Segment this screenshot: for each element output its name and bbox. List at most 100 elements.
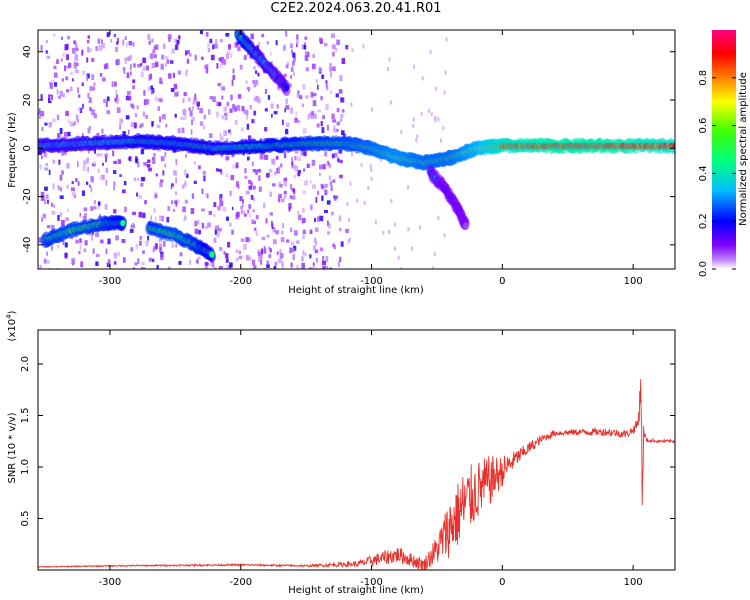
noise-cell: [240, 238, 245, 242]
noise-cell: [324, 152, 328, 157]
noise-cell: [67, 118, 70, 123]
noise-cell: [41, 127, 44, 131]
noise-cell: [349, 181, 352, 186]
noise-cell: [253, 66, 256, 70]
noise-cell: [443, 233, 446, 238]
noise-cell: [291, 165, 296, 169]
noise-cell: [294, 117, 298, 123]
noise-cell: [57, 133, 61, 138]
noise-cell: [330, 90, 332, 94]
noise-cell: [340, 241, 344, 247]
noise-cell: [219, 196, 223, 201]
noise-cell: [216, 168, 219, 172]
noise-cell: [143, 90, 146, 96]
noise-cell: [180, 116, 184, 120]
noise-cell: [248, 256, 252, 261]
x-tick-label: -200: [229, 577, 252, 588]
noise-cell: [59, 128, 63, 134]
noise-cell: [314, 217, 317, 223]
noise-cell: [139, 236, 143, 240]
noise-cell: [239, 64, 243, 70]
noise-cell: [115, 89, 118, 96]
noise-cell: [82, 103, 84, 109]
x-tick-label: -100: [360, 577, 383, 588]
noise-cell: [91, 74, 95, 80]
noise-cell: [281, 230, 284, 235]
noise-cell: [291, 157, 293, 162]
x-tick-label: 100: [624, 577, 643, 588]
noise-cell: [132, 79, 136, 83]
noise-cell: [49, 95, 52, 101]
noise-cell: [225, 33, 230, 37]
noise-cell: [53, 33, 56, 37]
noise-cell: [154, 243, 158, 250]
noise-cell: [254, 227, 257, 231]
noise-cell: [302, 103, 304, 107]
noise-cell: [341, 130, 345, 136]
noise-cell: [93, 82, 96, 86]
noise-cell: [223, 251, 226, 255]
noise-cell: [319, 37, 323, 43]
noise-cell: [309, 254, 312, 259]
noise-cell: [45, 194, 49, 199]
noise-cell: [191, 119, 193, 125]
noise-cell: [234, 120, 238, 125]
noise-cell: [170, 184, 173, 190]
noise-cell: [270, 103, 274, 109]
noise-cell: [288, 206, 291, 212]
noise-cell: [235, 211, 240, 217]
noise-cell: [410, 246, 413, 251]
noise-cell: [249, 105, 253, 110]
noise-cell: [325, 256, 329, 262]
noise-cell: [200, 108, 204, 114]
noise-cell: [64, 132, 68, 137]
noise-cell: [92, 230, 94, 235]
noise-cell: [243, 209, 246, 216]
noise-cell: [38, 113, 42, 119]
heatmap-feature-main-trace: [38, 132, 675, 171]
noise-cell: [222, 59, 227, 65]
noise-cell: [43, 258, 47, 264]
noise-cell: [241, 106, 245, 112]
noise-cell: [185, 71, 187, 77]
noise-cell: [269, 212, 273, 216]
noise-cell: [283, 177, 288, 182]
noise-cell: [252, 161, 254, 167]
noise-cell: [175, 159, 178, 165]
noise-cell: [166, 59, 170, 64]
noise-cell: [81, 49, 84, 56]
noise-cell: [123, 181, 127, 186]
noise-cell: [224, 267, 227, 269]
noise-cell: [53, 204, 56, 208]
noise-cell: [144, 200, 147, 205]
noise-cell: [91, 57, 95, 62]
noise-cell: [290, 227, 293, 233]
noise-cell: [292, 247, 295, 253]
noise-cell: [389, 100, 392, 105]
noise-cell: [171, 48, 175, 54]
noise-cell: [238, 250, 241, 255]
noise-cell: [122, 131, 126, 136]
noise-cell: [111, 81, 114, 88]
noise-cell: [43, 213, 46, 219]
noise-cell: [252, 259, 256, 266]
noise-cell: [96, 133, 100, 139]
noise-cell: [242, 199, 244, 204]
noise-cell: [140, 176, 145, 182]
noise-cell: [317, 190, 320, 196]
noise-cell: [225, 253, 229, 259]
noise-cell: [223, 112, 228, 117]
noise-cell: [148, 40, 151, 45]
noise-cell: [293, 174, 296, 178]
noise-cell: [44, 199, 47, 205]
noise-cell: [266, 260, 269, 265]
noise-cell: [380, 157, 383, 162]
noise-cell: [279, 253, 284, 258]
noise-cell: [232, 68, 235, 74]
noise-cell: [260, 259, 263, 265]
noise-cell: [159, 77, 163, 84]
noise-cell: [97, 38, 101, 44]
noise-cell: [167, 266, 171, 269]
noise-cell: [208, 211, 213, 215]
noise-cell: [55, 60, 60, 64]
